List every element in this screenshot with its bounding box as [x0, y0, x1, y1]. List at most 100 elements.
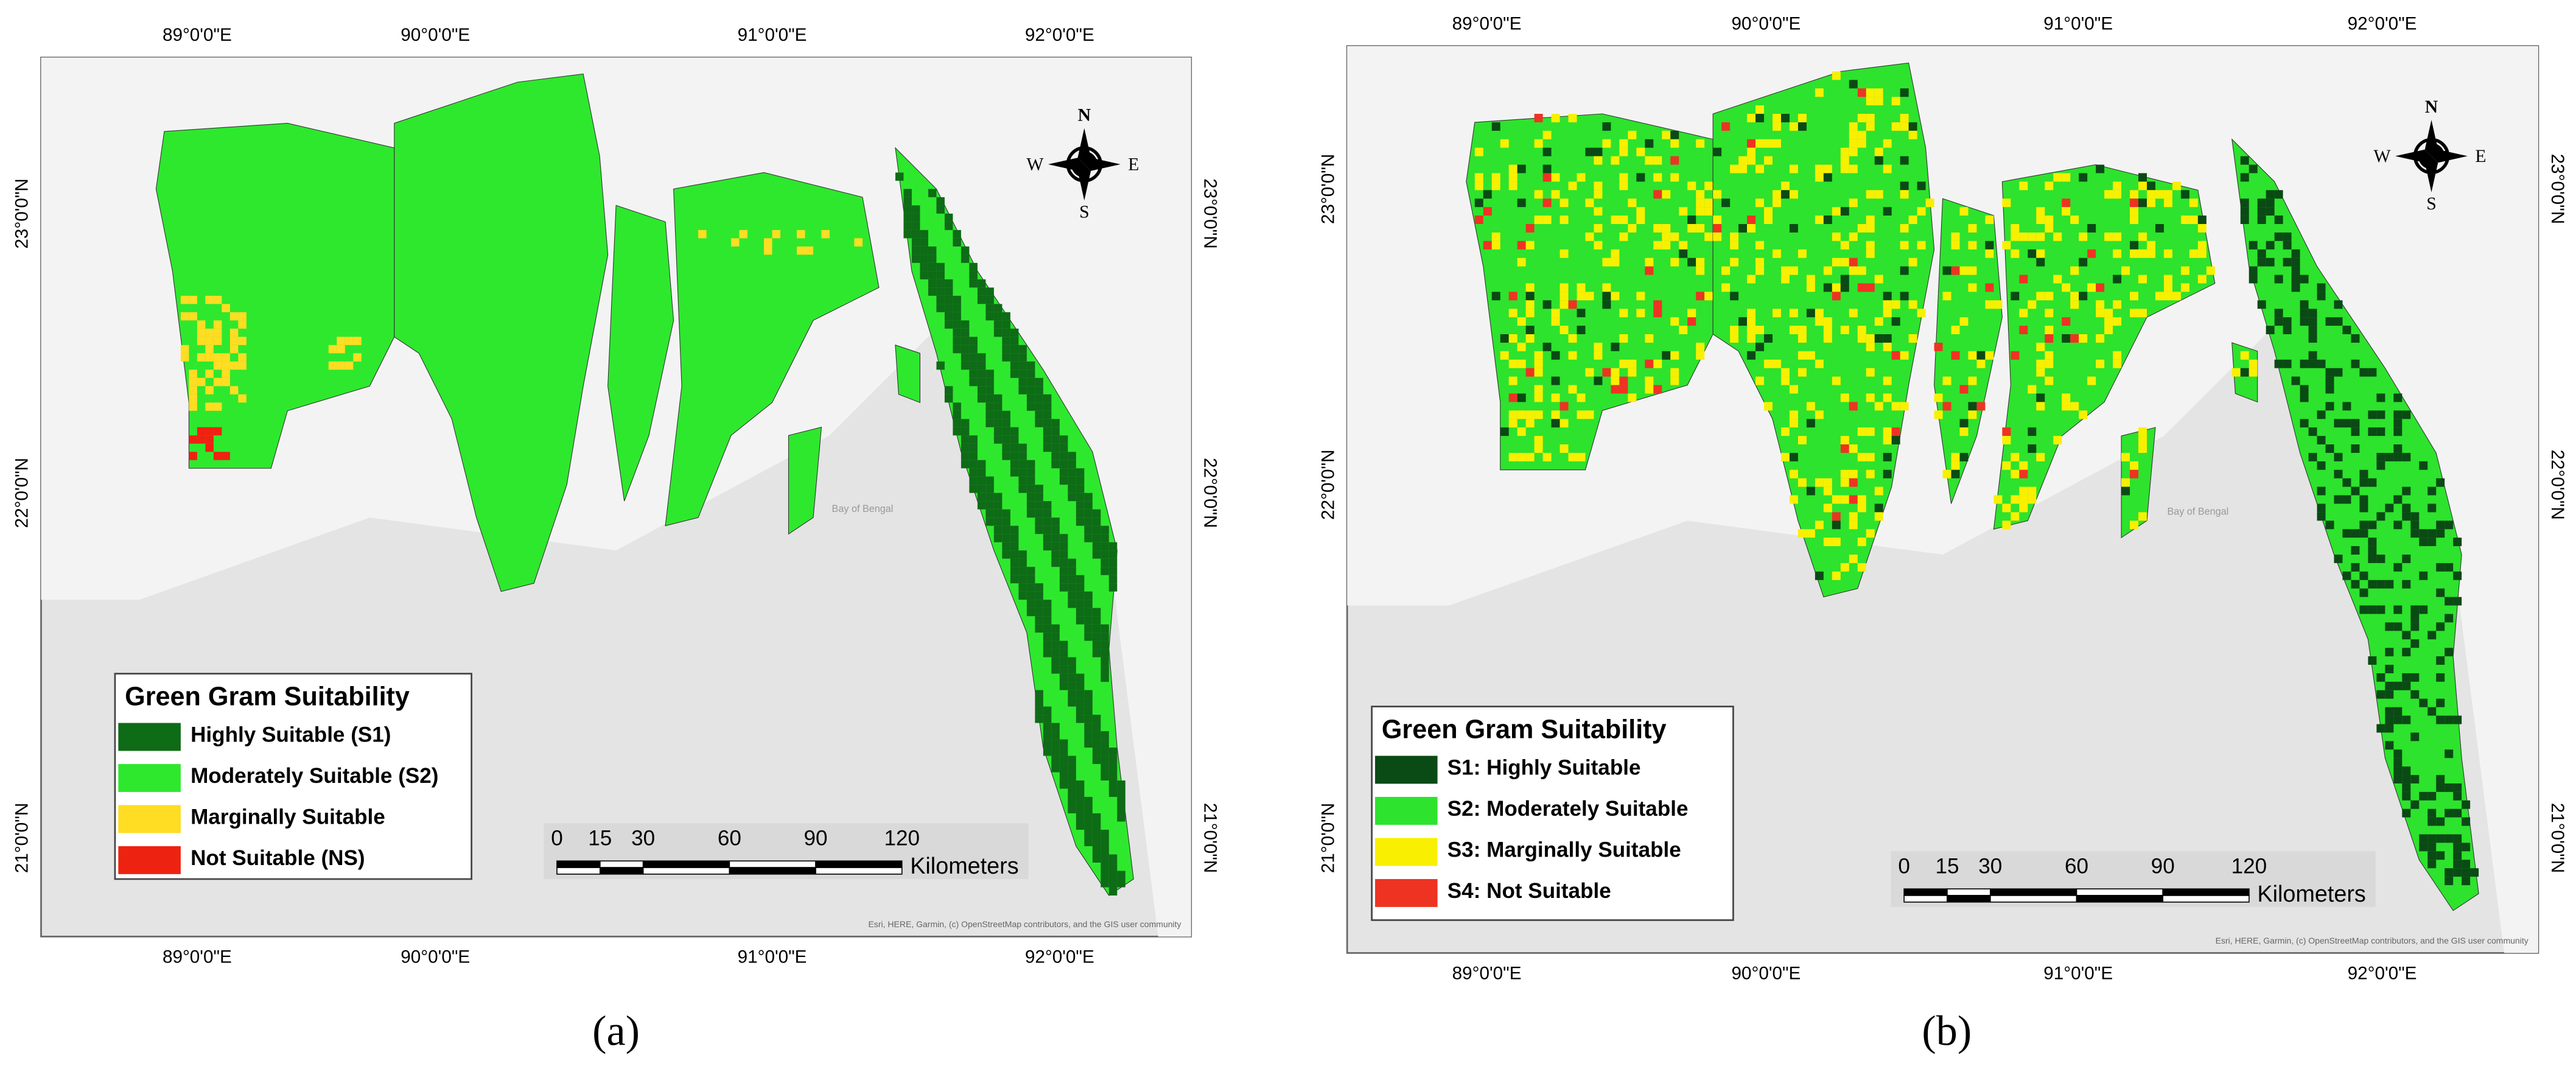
suitability-cell: [1491, 181, 1500, 191]
suitability-cell: [2402, 673, 2411, 682]
suitability-cell: [1010, 452, 1019, 460]
suitability-cell: [1866, 249, 1875, 258]
suitability-cell: [1051, 764, 1060, 773]
suitability-cell: [1619, 181, 1628, 191]
suitability-cell: [2146, 240, 2155, 250]
suitability-cell: [1797, 368, 1807, 377]
suitability-cell: [911, 238, 920, 247]
suitability-cell: [2274, 359, 2283, 368]
suitability-cell: [1084, 690, 1093, 699]
suitability-cell: [1662, 240, 1671, 250]
suitability-cell: [2317, 283, 2326, 292]
suitability-cell: [1059, 640, 1068, 650]
suitability-cell: [2036, 216, 2045, 224]
suitability-cell: [2138, 444, 2147, 453]
scale-segment: [2162, 895, 2250, 903]
suitability-cell: [1117, 871, 1125, 879]
suitability-cell: [1002, 345, 1010, 354]
scale-label: 30: [631, 826, 655, 850]
suitability-cell: [2359, 503, 2368, 513]
suitability-cell: [1857, 88, 1866, 97]
suitability-cell: [1076, 575, 1085, 584]
suitability-cell: [1670, 156, 1679, 165]
suitability-cell: [953, 295, 961, 304]
suitability-cell: [1849, 478, 1858, 487]
suitability-cell: [2130, 520, 2139, 530]
suitability-cell: [2062, 402, 2071, 411]
suitability-cell: [229, 328, 239, 337]
suitability-cell: [1577, 309, 1586, 318]
suitability-cell: [1789, 452, 1798, 461]
suitability-cell: [1857, 283, 1866, 292]
suitability-cell: [1823, 486, 1832, 496]
suitability-cell: [1026, 608, 1035, 617]
suitability-cell: [2393, 766, 2403, 776]
suitability-cell: [1857, 495, 1866, 504]
suitability-cell: [1773, 359, 1781, 368]
suitability-cell: [2155, 190, 2164, 199]
suitability-cell: [1559, 249, 1569, 258]
suitability-cell: [1866, 97, 1875, 106]
suitability-cell: [2308, 334, 2317, 343]
suitability-cell: [1789, 326, 1798, 334]
suitability-cell: [2351, 529, 2360, 538]
suitability-cell: [1084, 624, 1093, 633]
suitability-cell: [2427, 808, 2437, 818]
suitability-cell: [2445, 563, 2454, 572]
suitability-cell: [2334, 452, 2343, 461]
suitability-cell: [1068, 485, 1076, 493]
suitability-cell: [2113, 249, 2122, 258]
suitability-cell: [2197, 249, 2207, 258]
suitability-cell: [2402, 410, 2411, 419]
scale-label: 30: [1978, 854, 2002, 878]
suitability-cell: [1542, 216, 1552, 224]
suitability-cell: [1942, 376, 1951, 385]
suitability-cell: [1018, 443, 1027, 452]
suitability-cell: [1568, 181, 1577, 191]
suitability-cell: [1059, 780, 1068, 789]
suitability-cell: [1925, 198, 1934, 208]
suitability-cell: [2036, 368, 2045, 377]
suitability-cell: [1117, 780, 1125, 789]
suitability-cell: [1670, 139, 1679, 148]
scale-label: 15: [588, 826, 612, 850]
suitability-cell: [189, 435, 197, 444]
suitability-cell: [1559, 326, 1569, 334]
suitability-cell: [1900, 181, 1909, 191]
suitability-cell: [2445, 520, 2454, 530]
suitability-cell: [1797, 334, 1807, 343]
suitability-cell: [2351, 546, 2360, 555]
suitability-cell: [1551, 317, 1560, 326]
suitability-cell: [1542, 300, 1552, 309]
suitability-cell: [1619, 359, 1628, 368]
suitability-cell: [1559, 444, 1569, 453]
suitability-cell: [2427, 860, 2437, 869]
suitability-cell: [1076, 485, 1085, 493]
suitability-cell: [2045, 359, 2054, 368]
suitability-cell: [2410, 673, 2420, 682]
suitability-cell: [1704, 292, 1713, 301]
suitability-cell: [2266, 190, 2275, 199]
suitability-cell: [1747, 139, 1756, 148]
suitability-cell: [961, 452, 970, 460]
suitability-cell: [903, 197, 912, 206]
suitability-cell: [1891, 317, 1900, 326]
suitability-cell: [1815, 520, 1824, 530]
suitability-cell: [2436, 520, 2445, 530]
suitability-cell: [1900, 122, 1909, 131]
suitability-cell: [1883, 334, 1892, 343]
suitability-cell: [1832, 495, 1841, 504]
suitability-cell: [1934, 393, 1943, 402]
suitability-cell: [1059, 739, 1068, 748]
suitability-cell: [1483, 240, 1492, 250]
suitability-cell: [977, 476, 986, 485]
suitability-cell: [1092, 755, 1101, 765]
suitability-cell: [1051, 550, 1060, 559]
suitability-cell: [2206, 266, 2215, 275]
suitability-cell: [961, 320, 970, 329]
suitability-cell: [1840, 156, 1849, 165]
suitability-cell: [1704, 198, 1713, 208]
suitability-cell: [229, 337, 239, 345]
suitability-cell: [969, 361, 978, 370]
